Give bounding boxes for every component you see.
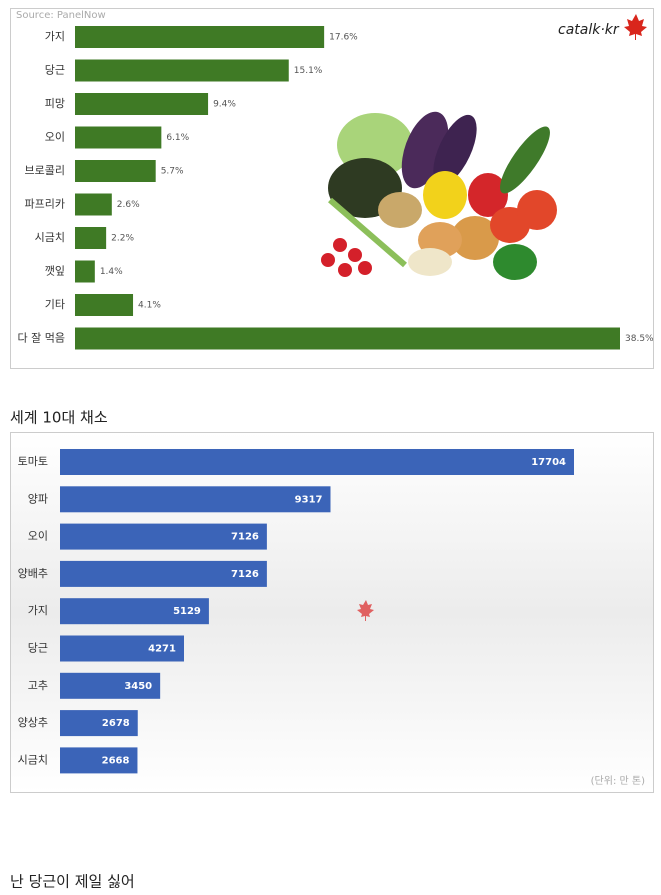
- value-label: 5.7%: [161, 167, 184, 177]
- value-label: 7126: [231, 569, 259, 580]
- value-label: 4.1%: [138, 301, 161, 311]
- category-label: 가지: [45, 30, 65, 43]
- bar: [75, 193, 112, 216]
- category-label: 깻잎: [45, 265, 65, 278]
- value-label: 3450: [124, 681, 152, 692]
- category-label: 다 잘 먹음: [18, 332, 65, 345]
- category-label: 브로콜리: [25, 164, 65, 177]
- category-label: 피망: [45, 97, 65, 110]
- bar: [75, 260, 95, 283]
- bar: [75, 160, 156, 182]
- bar: [75, 59, 289, 82]
- value-label: 15.1%: [294, 66, 323, 76]
- maple-leaf: [357, 600, 374, 621]
- value-label: 5129: [173, 606, 201, 617]
- value-label: 9.4%: [213, 100, 236, 110]
- category-label: 시금치: [18, 753, 48, 766]
- value-label: 17.6%: [329, 33, 358, 43]
- logo: catalk·kr: [558, 22, 620, 38]
- category-label: 기타: [45, 298, 65, 311]
- category-label: 양상추: [18, 716, 48, 729]
- value-label: 6.1%: [166, 133, 189, 143]
- bar: [75, 93, 209, 115]
- bar: [60, 523, 267, 550]
- bar: [75, 26, 325, 48]
- category-label: 토마토: [18, 455, 48, 468]
- value-label: 1.4%: [100, 267, 123, 277]
- unit-note: (단위: 만 톤): [591, 774, 645, 787]
- value-label: 17704: [531, 457, 566, 468]
- value-label: 2.2%: [111, 234, 134, 244]
- category-label: 양배추: [18, 567, 48, 580]
- category-label: 고추: [28, 679, 48, 692]
- bar: [60, 449, 574, 475]
- category-label: 오이: [28, 530, 48, 543]
- value-label: 2678: [102, 718, 130, 729]
- bar: [60, 598, 209, 625]
- bar: [75, 126, 162, 149]
- vegetable-illustration: [321, 111, 557, 280]
- category-label: 당근: [28, 642, 48, 655]
- bar: [60, 560, 267, 587]
- bar: [60, 486, 331, 513]
- value-label: 38.5%: [625, 334, 654, 344]
- bar: [75, 294, 134, 316]
- value-label: 4271: [148, 644, 176, 655]
- section-title: 세계 10대 채소: [10, 409, 108, 427]
- caption: 난 당근이 제일 싫어: [10, 873, 135, 891]
- bar: [75, 227, 107, 249]
- value-label: 2668: [102, 755, 130, 766]
- maple-leaf: [624, 14, 647, 40]
- category-label: 시금치: [35, 231, 65, 244]
- category-label: 파프리카: [25, 198, 65, 211]
- category-label: 가지: [28, 604, 48, 617]
- category-label: 오이: [45, 131, 65, 144]
- category-label: 당근: [45, 64, 65, 77]
- bar: [75, 327, 620, 350]
- bar: [60, 672, 161, 699]
- value-label: 9317: [295, 494, 323, 505]
- source: Source: PanelNow: [16, 10, 106, 21]
- bar: [60, 710, 138, 737]
- value-label: 7126: [231, 532, 259, 543]
- value-label: 2.6%: [117, 200, 140, 210]
- bar: [60, 747, 138, 774]
- category-label: 양파: [28, 492, 48, 505]
- bar: [60, 635, 184, 662]
